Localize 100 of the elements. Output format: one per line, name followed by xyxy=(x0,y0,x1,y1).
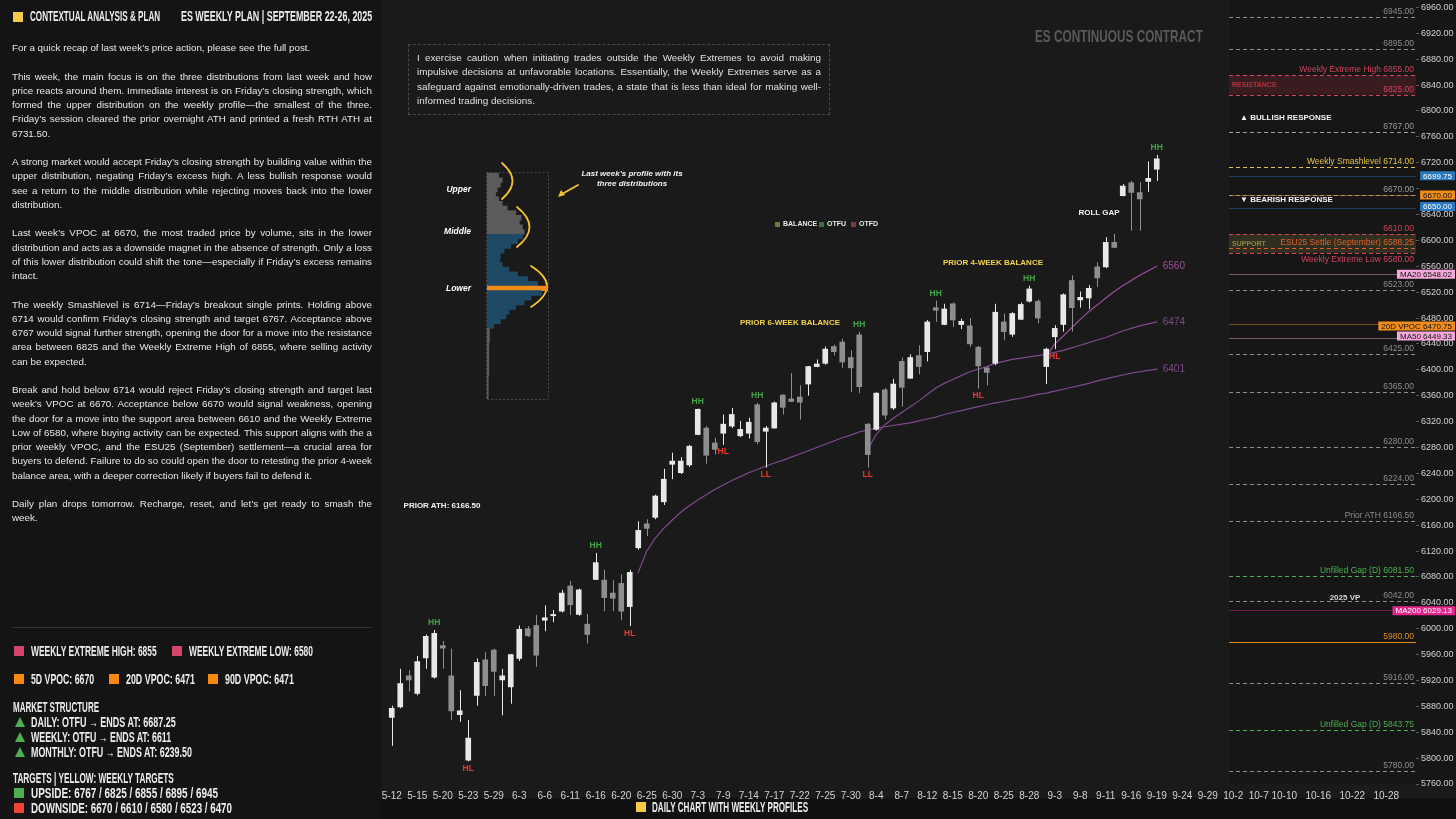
text: MARKET STRUCTURE xyxy=(13,699,100,715)
text: HL xyxy=(1049,350,1061,361)
x-tick-label: 5-29 xyxy=(483,789,505,801)
y-tick-label: 6760.00 xyxy=(1421,131,1454,142)
ref-line-label: MA20 6548.02 xyxy=(1399,269,1453,279)
annotation: PRIOR 6-WEEK BALANCE xyxy=(739,318,841,328)
data-label: 6401 xyxy=(1162,362,1186,374)
y-tick-label: 6960.00 xyxy=(1421,1,1454,12)
x-tick-label: 8-15 xyxy=(942,789,964,801)
ref-line-label: MA50 6449.33 xyxy=(1399,331,1453,341)
text: A strong market would accept Friday’s closing strength by building value within the upper distribution, negating Friday’s excess high. A less bullish response would see a return to the middle distribution while rejecting moves back into the lower distribution. xyxy=(12,155,372,212)
text: 5D VPOC: 6670 xyxy=(31,671,95,687)
y-tick-label: 6880.00 xyxy=(1421,53,1454,64)
y-tick-label: 6280.00 xyxy=(1421,441,1454,452)
annotation: PRIOR 4-WEEK BALANCE xyxy=(942,258,1044,268)
ref-line-label: 5780.00 xyxy=(1383,760,1415,771)
text: HL xyxy=(972,390,984,401)
text: ES WEEKLY PLAN | SEPTEMBER 22-26, 2025 xyxy=(181,8,373,24)
ref-line-label: Unfilled Gap (D) 5843.75 xyxy=(1319,719,1415,730)
text: DAILY: OTFU → ENDS AT: 6687.25 xyxy=(31,714,176,730)
y-tick-label: 6120.00 xyxy=(1421,545,1454,556)
annotation: Last week’s profile with its three distributions xyxy=(580,169,684,189)
text: Daily plan drops tomorrow. Recharge, reset, and let’s get ready to smash the week. xyxy=(12,497,372,526)
y-tick-label: 6480.00 xyxy=(1421,312,1454,323)
ref-line-label: 6365.00 xyxy=(1383,381,1415,392)
x-tick-label: 8-28 xyxy=(1019,789,1040,801)
text: HL xyxy=(717,446,729,457)
ref-line-label: 6945.00 xyxy=(1383,6,1415,17)
y-tick-label: Upper xyxy=(446,183,472,194)
ref-line-label: 6280.00 xyxy=(1383,436,1415,447)
x-tick-label: 9-3 xyxy=(1047,789,1063,801)
ref-line-label: MA200 6029.13 xyxy=(1395,606,1453,616)
x-tick-label: 8-7 xyxy=(894,789,910,801)
x-tick-label: 9-29 xyxy=(1197,789,1219,801)
x-tick-label: 9-19 xyxy=(1146,789,1168,801)
ref-line-label: 6699.75 xyxy=(1423,171,1453,181)
annotation: ROLL GAP xyxy=(1078,208,1120,218)
x-tick-label: 10-22 xyxy=(1339,789,1366,801)
x-tick-label: 7-17 xyxy=(764,789,785,801)
x-tick-label: 7-25 xyxy=(815,789,836,801)
text: LL xyxy=(862,469,873,480)
text: Break and hold below 6714 would reject Friday’s closing strength and target last week’s VPOC at 6670. Acceptance below 6670 would signal weakness, opening the door for a move into the support area between 6610 and the Weekly Extreme Low of 6580, where buying activity can be expected. This support aligns with the a prior weekly VPOC, and the ESU25 (September) settlement—a crucial area for buyers to defend. Failure to do so could open the door to retesting the prior 4-week balance area, with a deeper correction likely if buyers fail to defend it. xyxy=(12,383,372,483)
y-tick-label: Middle xyxy=(444,226,472,237)
text: MONTHLY: OTFU → ENDS AT: 6239.50 xyxy=(31,744,192,760)
text: HH xyxy=(1150,142,1163,153)
text: DOWNSIDE: 6670 / 6610 / 6580 / 6523 / 6470 xyxy=(31,800,232,816)
y-tick-label: 6000.00 xyxy=(1421,623,1454,634)
ref-line-label: 6650.00 xyxy=(1423,202,1453,212)
y-tick-label: 6600.00 xyxy=(1421,234,1454,245)
x-tick-label: 5-15 xyxy=(407,789,428,801)
x-tick-label: 10-2 xyxy=(1223,789,1244,801)
x-tick-label: 10-10 xyxy=(1271,789,1298,801)
text: UPSIDE: 6767 / 6825 / 6855 / 6895 / 6945 xyxy=(31,785,219,801)
ref-line-label: 6610.00 xyxy=(1383,223,1415,234)
y-tick-label: 6400.00 xyxy=(1421,364,1454,375)
x-tick-label: 7-22 xyxy=(789,789,811,801)
text: HH xyxy=(691,395,704,406)
x-tick-label: 6-11 xyxy=(560,789,581,801)
text: For a quick recap of last week’s price action, please see the full post. xyxy=(12,41,312,55)
annotation: 2025 VP xyxy=(1329,593,1361,603)
ref-line-label: Weekly Smashlevel 6714.00 xyxy=(1306,156,1415,167)
x-tick-label: 5-20 xyxy=(432,789,454,801)
ref-line-label: 6767.00 xyxy=(1383,121,1415,132)
annotation: PRIOR ATH: 6166.50 xyxy=(403,501,481,511)
text: LL xyxy=(760,469,771,480)
ref-line-label: 6042.00 xyxy=(1383,590,1415,601)
data-label: 6560 xyxy=(1162,260,1186,272)
ref-line-label: Weekly Extreme Low 6580.00 xyxy=(1301,253,1415,264)
text: 90D VPOC: 6471 xyxy=(225,671,294,687)
y-tick-label: 6520.00 xyxy=(1421,286,1454,297)
ref-line-label: 6825.00 xyxy=(1383,84,1415,95)
ref-line-label: Unfilled Gap (D) 6081.50 xyxy=(1319,565,1415,576)
text: DAILY CHART WITH WEEKLY PROFILES xyxy=(652,799,809,815)
x-tick-label: 7-14 xyxy=(738,789,760,801)
x-tick-label: 5-12 xyxy=(381,789,403,801)
text: HL xyxy=(462,762,474,773)
text: Last week’s VPOC at 6670, the most traded price by volume, sits in the lower distribution and acts as a downside magnet in the absence of strength. Only a loss of this lower distribution could shift the tone—especially if Friday’s excess remains intact. xyxy=(12,226,372,283)
text: HH xyxy=(428,617,441,628)
x-tick-label: 7-30 xyxy=(840,789,862,801)
text: HH xyxy=(1023,272,1036,283)
y-tick-label: 5960.00 xyxy=(1421,649,1454,660)
y-tick-label: 6080.00 xyxy=(1421,571,1454,582)
x-tick-label: 10-16 xyxy=(1305,789,1332,801)
ref-line-label: 6425.00 xyxy=(1383,343,1415,354)
ref-line-label: 6523.00 xyxy=(1383,279,1415,290)
x-tick-label: 8-12 xyxy=(917,789,938,801)
x-tick-label: 6-6 xyxy=(537,789,553,801)
y-tick-label: 5920.00 xyxy=(1421,674,1454,685)
text: TARGETS | YELLOW: WEEKLY TARGETS xyxy=(13,770,174,786)
ref-line-label: 6895.00 xyxy=(1383,38,1415,49)
ref-line-label: 6670.00 xyxy=(1423,190,1453,200)
text: WEEKLY EXTREME LOW: 6580 xyxy=(189,643,313,659)
x-tick-label: 6-3 xyxy=(512,789,527,801)
y-tick-label: 6320.00 xyxy=(1421,416,1454,427)
x-tick-label: 6-20 xyxy=(611,789,632,801)
y-tick-label: 6040.00 xyxy=(1421,597,1454,608)
x-tick-label: 10-28 xyxy=(1373,789,1400,801)
x-tick-label: 10-7 xyxy=(1248,789,1270,801)
y-tick-label: 5800.00 xyxy=(1421,752,1454,763)
x-tick-label: 9-24 xyxy=(1172,789,1193,801)
